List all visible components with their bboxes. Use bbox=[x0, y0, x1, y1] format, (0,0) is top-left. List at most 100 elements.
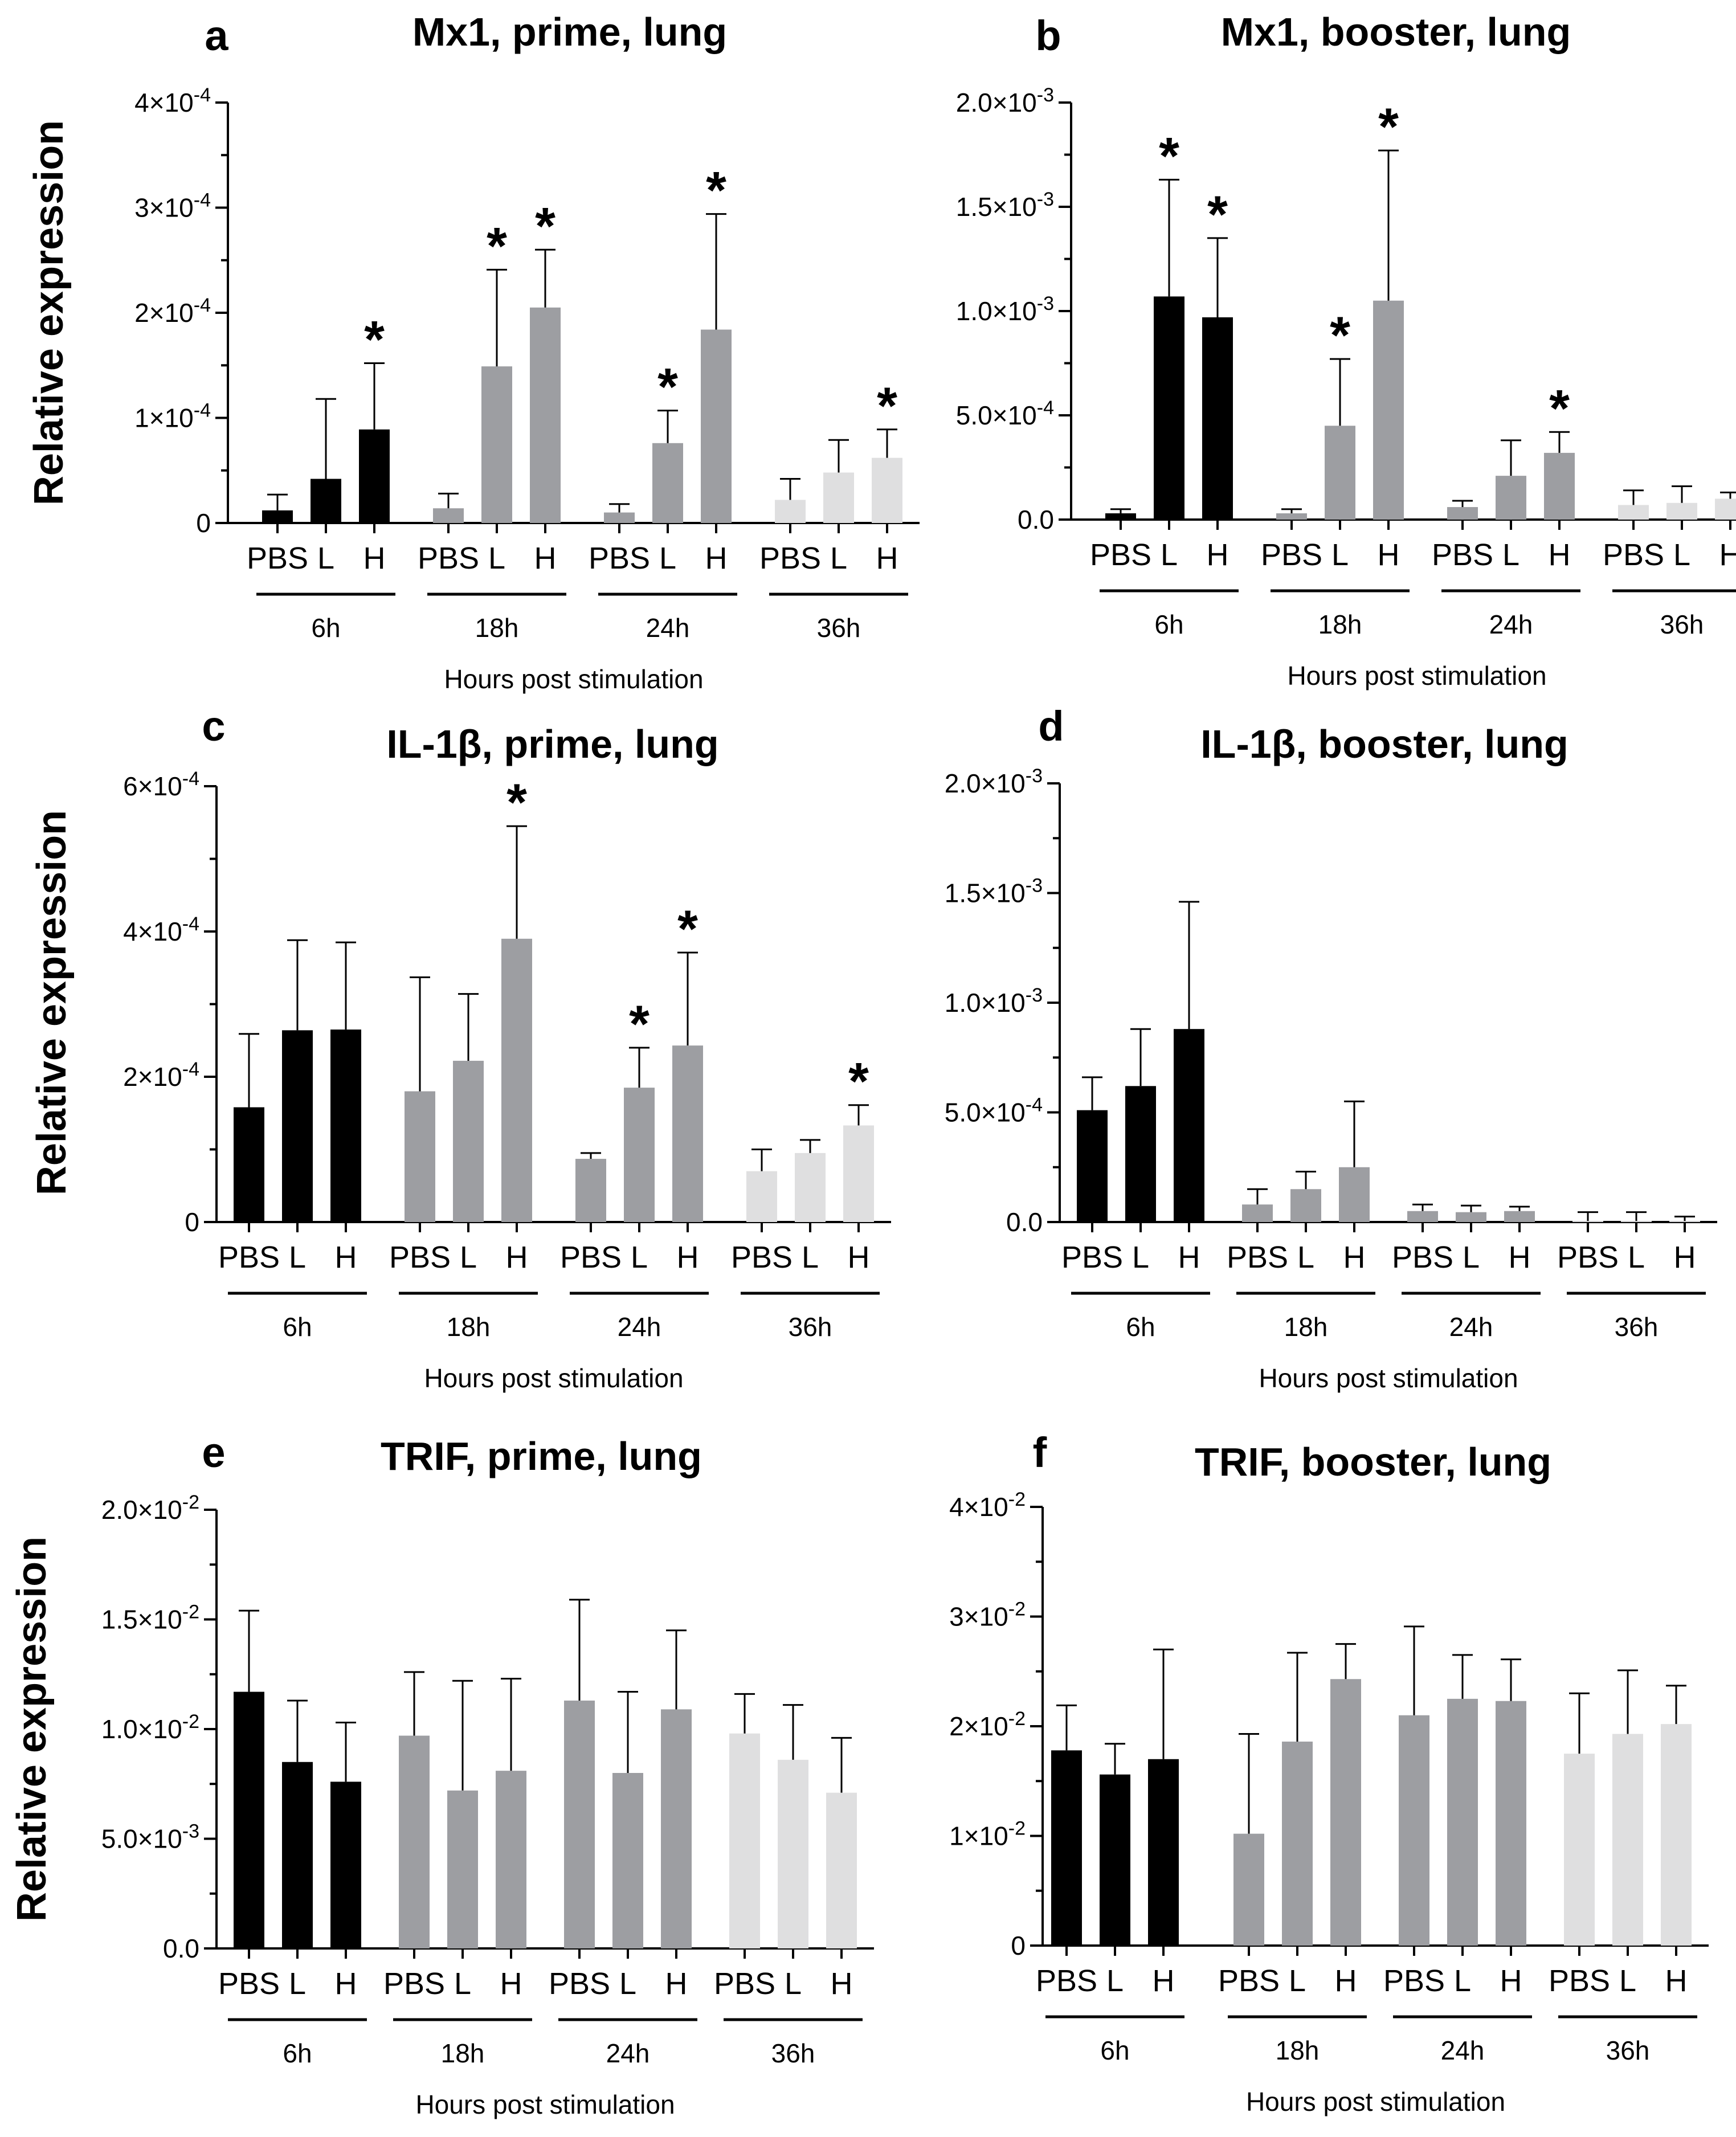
significance-star: * bbox=[506, 774, 527, 832]
category-label: PBS bbox=[1061, 1240, 1123, 1274]
bar-18h-H bbox=[496, 1771, 526, 1948]
group-label: 24h bbox=[1449, 1312, 1493, 1342]
bar-6h-PBS bbox=[1105, 513, 1136, 520]
panel-d: d IL-1β, booster, lung 0.0 5.0×10-4 1.0×10-3… bbox=[945, 702, 1717, 1393]
category-label: PBS bbox=[714, 1967, 775, 2001]
category-label: L bbox=[802, 1240, 819, 1274]
group-label: 36h bbox=[1660, 610, 1704, 639]
category-label: H bbox=[876, 541, 898, 575]
category-label: H bbox=[363, 541, 386, 575]
group-label: 36h bbox=[1615, 1312, 1659, 1342]
bar-36h-H bbox=[1715, 499, 1736, 520]
group-label: 36h bbox=[771, 2038, 815, 2068]
y-tick-label: 1.0×10-2 bbox=[101, 1711, 199, 1744]
y-tick-label: 2.0×10-3 bbox=[956, 84, 1054, 117]
group-label: 24h bbox=[1441, 2036, 1485, 2065]
bar-6h-L bbox=[1125, 1086, 1156, 1222]
bar-24h-H bbox=[672, 1045, 703, 1222]
group-label: 18h bbox=[447, 1312, 491, 1342]
y-tick-label: 4×10-4 bbox=[123, 913, 199, 946]
y-tick-label: 5.0×10-4 bbox=[945, 1094, 1043, 1127]
group-label: 18h bbox=[441, 2038, 485, 2068]
category-label: H bbox=[665, 1967, 688, 2001]
bar-36h-H bbox=[1669, 1221, 1700, 1222]
y-tick-label: 2×10-4 bbox=[134, 295, 211, 328]
group-label: 6h bbox=[311, 613, 340, 643]
significance-star: * bbox=[535, 197, 555, 255]
bar-24h-L bbox=[1447, 1698, 1478, 1946]
bar-6h-L bbox=[1100, 1774, 1130, 1946]
bar-18h-L bbox=[447, 1790, 478, 1948]
panel-c: c IL-1β, prime, lung Relative expression 0 2… bbox=[29, 702, 891, 1393]
category-label: H bbox=[1335, 1964, 1357, 1998]
category-label: L bbox=[1673, 538, 1690, 572]
category-label: H bbox=[1178, 1240, 1200, 1274]
category-label: L bbox=[1619, 1964, 1636, 1998]
bar-6h-H bbox=[1202, 317, 1233, 520]
y-tick-label: 0 bbox=[1011, 1931, 1026, 1960]
category-label: L bbox=[317, 541, 334, 575]
category-label: PBS bbox=[759, 541, 821, 575]
y-tick-label: 1×10-2 bbox=[949, 1818, 1026, 1851]
chart-title: TRIF, booster, lung bbox=[1195, 1440, 1551, 1484]
significance-star: * bbox=[1549, 379, 1570, 438]
category-label: PBS bbox=[389, 1240, 451, 1274]
y-tick-label: 0 bbox=[196, 508, 211, 538]
y-axis-label: Relative expression bbox=[29, 810, 75, 1195]
bar-18h-H bbox=[501, 938, 532, 1222]
y-tick-label: 3×10-4 bbox=[134, 190, 211, 223]
group-label: 6h bbox=[283, 2038, 312, 2068]
y-tick-label: 4×10-4 bbox=[134, 84, 211, 117]
bar-36h-L bbox=[778, 1759, 808, 1948]
bar-24h-L bbox=[652, 443, 683, 523]
significance-star: * bbox=[848, 1053, 869, 1111]
significance-star: * bbox=[364, 311, 385, 369]
bar-18h-PBS bbox=[1242, 1204, 1273, 1222]
y-tick-label: 2×10-4 bbox=[123, 1059, 199, 1092]
category-label: PBS bbox=[1432, 538, 1493, 572]
bar-36h-H bbox=[872, 457, 902, 523]
bar-18h-L bbox=[1325, 426, 1355, 520]
category-label: PBS bbox=[1383, 1964, 1445, 1998]
significance-star: * bbox=[1207, 186, 1228, 244]
category-label: PBS bbox=[1557, 1240, 1619, 1274]
category-label: PBS bbox=[1603, 538, 1664, 572]
bar-24h-H bbox=[1544, 452, 1575, 520]
category-label: PBS bbox=[1392, 1240, 1453, 1274]
bar-18h-PBS bbox=[433, 508, 464, 523]
y-tick-label: 0.0 bbox=[1018, 505, 1054, 534]
category-label: L bbox=[1331, 538, 1349, 572]
group-label: 6h bbox=[1126, 1312, 1155, 1342]
category-label: PBS bbox=[549, 1967, 610, 2001]
bar-18h-PBS bbox=[399, 1735, 430, 1948]
category-label: PBS bbox=[1227, 1240, 1288, 1274]
group-label: 6h bbox=[283, 1312, 312, 1342]
category-label: H bbox=[705, 541, 728, 575]
bar-6h-H bbox=[330, 1029, 361, 1222]
y-tick-label: 0.0 bbox=[163, 1934, 199, 1963]
bar-36h-L bbox=[1612, 1734, 1643, 1946]
category-label: H bbox=[831, 1967, 853, 2001]
y-tick-label: 3×10-2 bbox=[949, 1599, 1026, 1632]
bar-24h-L bbox=[612, 1773, 643, 1948]
chart-title: Mx1, prime, lung bbox=[412, 10, 727, 54]
bar-36h-PBS bbox=[746, 1171, 777, 1222]
y-axis-label: Relative expression bbox=[9, 1537, 55, 1922]
bar-36h-H bbox=[826, 1792, 857, 1948]
category-label: PBS bbox=[560, 1240, 622, 1274]
y-tick-label: 5.0×10-4 bbox=[956, 397, 1054, 430]
bar-18h-L bbox=[453, 1060, 484, 1222]
category-label: H bbox=[848, 1240, 870, 1274]
category-label: H bbox=[1674, 1240, 1696, 1274]
category-label: H bbox=[677, 1240, 699, 1274]
bar-6h-H bbox=[330, 1781, 361, 1948]
group-label: 18h bbox=[1276, 2036, 1320, 2065]
chart-title: IL-1β, booster, lung bbox=[1200, 722, 1568, 766]
bar-18h-H bbox=[1373, 300, 1404, 520]
significance-star: * bbox=[629, 995, 650, 1053]
category-label: PBS bbox=[247, 541, 308, 575]
panel-b: b Mx1, booster, lung 0.0 5.0×10-4 1.0×10-3 1.… bbox=[956, 10, 1736, 690]
bar-36h-PBS bbox=[729, 1733, 760, 1948]
category-label: L bbox=[785, 1967, 802, 2001]
